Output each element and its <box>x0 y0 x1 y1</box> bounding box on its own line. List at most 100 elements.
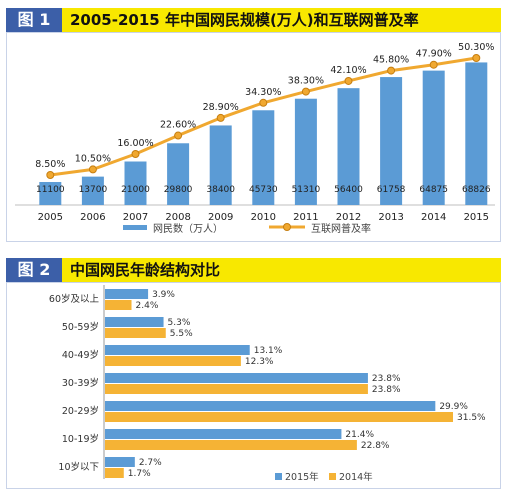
bar-2014 <box>105 300 132 310</box>
line-value-label: 50.30% <box>458 42 494 53</box>
figure2-tag: 图 2 <box>6 258 62 282</box>
line-point <box>301 87 310 96</box>
legend-2015-swatch <box>275 473 282 480</box>
bar <box>422 70 445 205</box>
legend-2015-label: 2015年 <box>285 471 319 483</box>
line-point <box>387 66 396 75</box>
bar-value-label: 13700 <box>79 185 108 195</box>
figure1-panel: 11100 2005 13700 2006 21000 2007 29800 2008 3840… <box>6 32 501 242</box>
bar-2015 <box>105 373 368 383</box>
bar-value-label-2015: 29.9% <box>439 402 468 412</box>
legend-line-marker <box>283 223 291 231</box>
line-point <box>88 165 97 174</box>
bar-value-label-2015: 23.8% <box>372 374 401 384</box>
bar-value-label: 45730 <box>249 185 278 195</box>
bar-value-label: 38400 <box>206 185 235 195</box>
x-tick-label: 2015 <box>464 212 489 223</box>
bar-2015 <box>105 429 342 439</box>
x-tick-label: 2007 <box>123 212 148 223</box>
legend-bar-swatch <box>123 225 147 230</box>
bar-2015 <box>105 289 149 299</box>
line-value-label: 42.10% <box>330 65 366 76</box>
bar-value-label: 51310 <box>292 185 321 195</box>
line-value-label: 10.50% <box>75 153 111 164</box>
line-value-label: 38.30% <box>288 76 324 87</box>
bar-2014 <box>105 328 166 338</box>
bar <box>252 110 275 205</box>
bar-value-label-2014: 23.8% <box>372 385 401 395</box>
bar-value-label: 21000 <box>121 185 150 195</box>
x-tick-label: 2006 <box>80 212 105 223</box>
bar-2014 <box>105 356 241 366</box>
horizontal-bar-chart: 3.9%2.4% 60岁及以上 5.3%5.5% 50-59岁 13.1%12.3% 40… <box>49 285 486 483</box>
bar <box>124 161 147 205</box>
legend-line-label: 互联网普及率 <box>311 222 371 235</box>
bar <box>380 77 403 205</box>
x-tick-label: 2005 <box>38 212 63 223</box>
bar-value-label: 64875 <box>419 185 448 195</box>
legend-2014-swatch <box>329 473 336 480</box>
bar <box>465 62 488 205</box>
bar-value-label: 11100 <box>36 185 65 195</box>
legend-bar-label: 网民数（万人） <box>153 222 223 235</box>
bar-value-label: 29800 <box>164 185 193 195</box>
line-value-label: 22.60% <box>160 120 196 131</box>
bar <box>337 88 360 205</box>
y-tick-label: 10-19岁 <box>62 433 99 445</box>
bar-value-label-2015: 3.9% <box>152 290 175 300</box>
bar-value-label-2015: 5.3% <box>168 318 191 328</box>
figure2-title: 中国网民年龄结构对比 <box>70 261 221 279</box>
bar-value-label-2015: 2.7% <box>139 458 162 468</box>
bar-value-label: 56400 <box>334 185 363 195</box>
line-point <box>429 60 438 69</box>
bar <box>39 182 62 205</box>
bar-2015 <box>105 457 135 467</box>
line-value-label: 16.00% <box>117 138 153 149</box>
bar-value-label-2014: 1.7% <box>128 469 151 479</box>
figure1-title: 2005-2015 年中国网民规模(万人)和互联网普及率 <box>70 11 419 29</box>
line-point <box>344 76 353 85</box>
line-value-label: 28.90% <box>203 102 239 113</box>
line-point <box>131 150 140 159</box>
bar-value-label-2015: 13.1% <box>254 346 283 356</box>
bar-value-label: 68826 <box>462 185 491 195</box>
y-tick-label: 30-39岁 <box>62 377 99 389</box>
bar-2014 <box>105 412 453 422</box>
bar <box>167 143 190 205</box>
y-tick-label: 40-49岁 <box>62 349 99 361</box>
line-point <box>216 113 225 122</box>
line-point <box>174 131 183 140</box>
x-tick-label: 2008 <box>165 212 190 223</box>
figure1-tag: 图 1 <box>6 8 62 32</box>
line-point <box>46 171 55 179</box>
bar-value-label-2014: 31.5% <box>457 413 486 423</box>
line-point <box>472 54 481 62</box>
y-tick-label: 50-59岁 <box>62 321 99 333</box>
line-point <box>259 98 268 107</box>
bar-2015 <box>105 317 164 327</box>
line-bar-chart: 11100 2005 13700 2006 21000 2007 29800 2008 3840… <box>15 42 495 235</box>
bar-2014 <box>105 440 357 450</box>
x-tick-label: 2011 <box>293 212 318 223</box>
x-tick-label: 2013 <box>378 212 403 223</box>
bar <box>81 176 104 205</box>
line-value-label: 34.30% <box>245 87 281 98</box>
figure2-header: 图 2 中国网民年龄结构对比 <box>6 258 501 282</box>
y-tick-label: 10岁以下 <box>58 461 99 473</box>
bar-value-label-2014: 2.4% <box>136 301 159 311</box>
bar-2015 <box>105 345 250 355</box>
x-tick-label: 2012 <box>336 212 361 223</box>
figure2-panel: 3.9% 2.4% 60岁及以上 5.3% 5.5% 50-59岁 13.1% 12.3% 40… <box>6 282 501 489</box>
line-value-label: 8.50% <box>35 159 65 170</box>
bar-2015 <box>105 401 436 411</box>
legend-2014-label: 2014年 <box>339 471 373 483</box>
bar-value-label: 61758 <box>377 185 406 195</box>
line-value-label: 45.80% <box>373 55 409 66</box>
line-value-label: 47.90% <box>416 49 452 60</box>
bar-2014 <box>105 468 124 478</box>
bar-value-label-2014: 12.3% <box>245 357 274 367</box>
y-tick-label: 20-29岁 <box>62 405 99 417</box>
bar-value-label-2014: 5.5% <box>170 329 193 339</box>
x-tick-label: 2009 <box>208 212 233 223</box>
bar-value-label-2014: 22.8% <box>361 441 390 451</box>
